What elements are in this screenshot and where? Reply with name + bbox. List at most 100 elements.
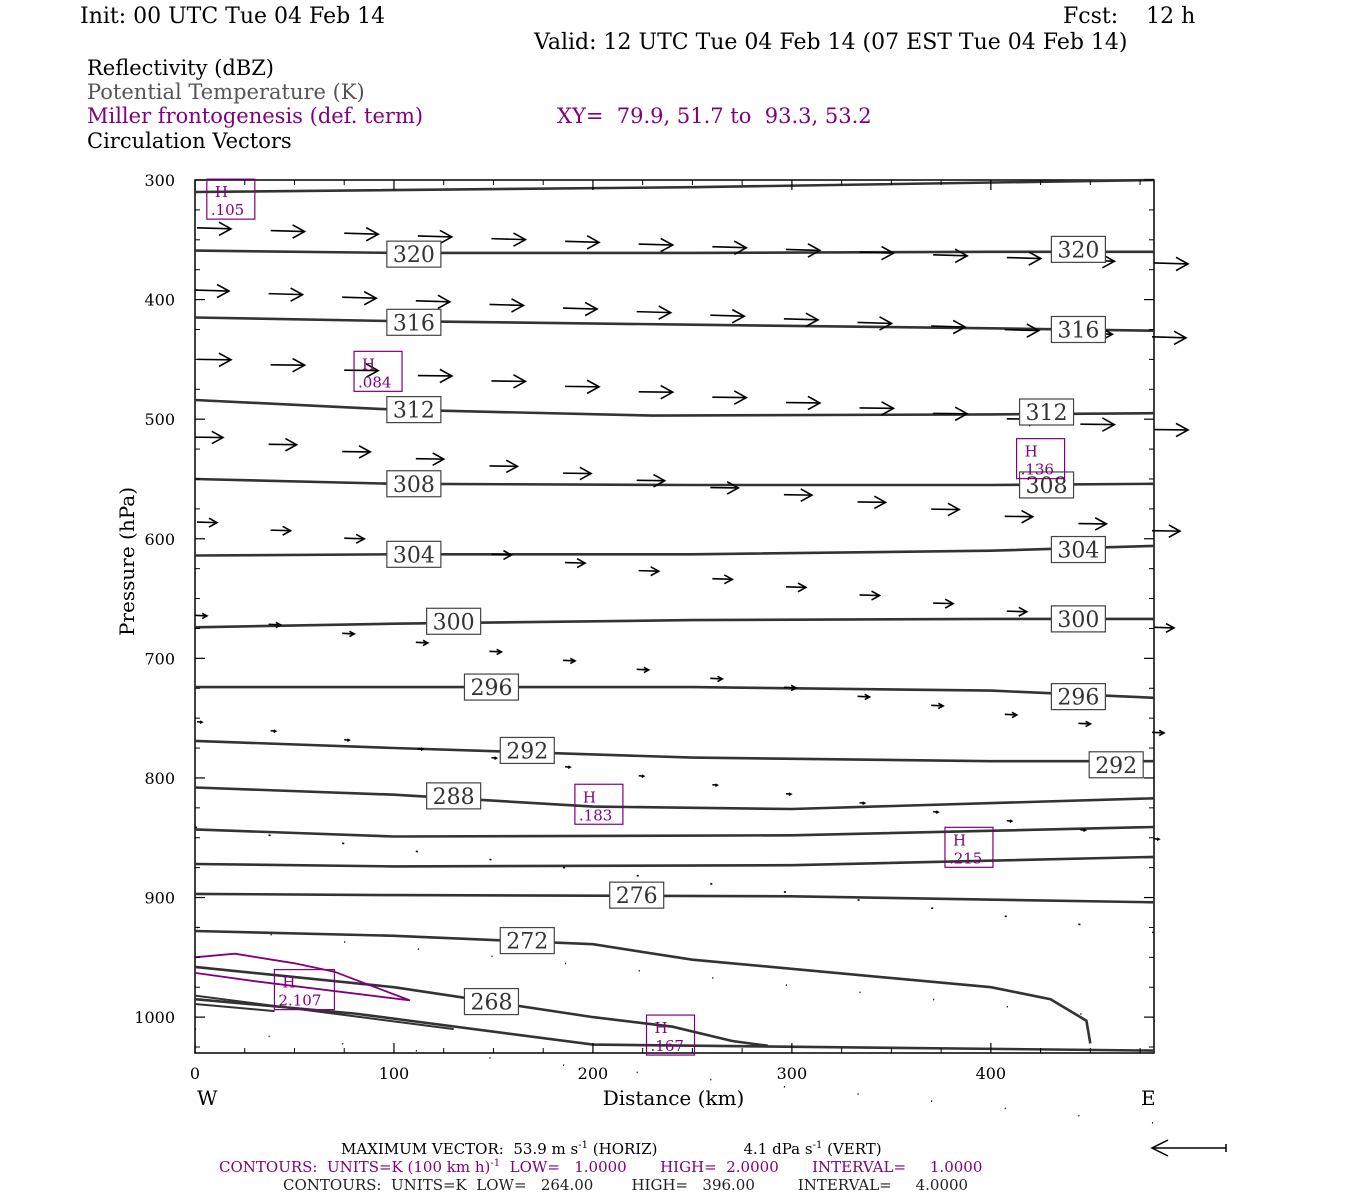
- circulation-vector: [194, 430, 225, 445]
- theta-label-box: [1088, 751, 1144, 779]
- vector-head: [873, 495, 888, 510]
- vector-head: [567, 765, 572, 769]
- x-tick-label: 100: [379, 1064, 410, 1083]
- circulation-vector: [933, 248, 969, 264]
- footer-theta-contours: CONTOURS: UNITS=K LOW= 264.00 HIGH= 396.…: [283, 1176, 969, 1194]
- vector-head: [365, 226, 380, 242]
- circulation-vector: [270, 729, 278, 733]
- max-label: H: [583, 788, 596, 806]
- vector-head: [290, 287, 305, 302]
- circulation-vector: [1154, 422, 1190, 438]
- theta-label: 312: [393, 399, 435, 424]
- circulation-vector: [268, 287, 305, 302]
- circulation-vector: [489, 298, 526, 313]
- theta-label: 288: [433, 785, 475, 810]
- vector-head: [216, 283, 231, 299]
- vector-head: [1102, 417, 1117, 432]
- circulation-vector: [785, 792, 793, 796]
- circulation-vector: [712, 783, 719, 787]
- theta-label: 316: [393, 311, 435, 336]
- max-value: .105: [211, 201, 244, 219]
- theta-contour-284: [194, 825, 1155, 838]
- vector-shaft: [415, 641, 428, 644]
- max-label: H: [215, 183, 228, 201]
- vector-head: [788, 792, 793, 796]
- vector-head: [641, 774, 646, 778]
- vector-head: [358, 445, 372, 459]
- vector-head: [805, 312, 820, 328]
- vector-shaft: [638, 243, 673, 246]
- circulation-vector: [344, 533, 366, 544]
- circulation-vector: [563, 657, 577, 665]
- vector-head: [714, 783, 719, 787]
- theta-label-box: [1018, 398, 1075, 426]
- vector-shaft: [1004, 713, 1017, 716]
- max-vector-horiz: 53.9 m s: [513, 1140, 579, 1158]
- fronto-contours-units: CONTOURS: UNITS=K (100 km h): [219, 1158, 491, 1176]
- vector-head: [420, 747, 425, 751]
- circulation-vector: [859, 401, 896, 416]
- theta-label-box: [1050, 315, 1106, 344]
- theta-contour-288: [194, 786, 1155, 811]
- circulation-vector: [415, 639, 430, 647]
- vector-head: [355, 533, 366, 544]
- vector-head: [1175, 422, 1190, 438]
- circulation-vector: [933, 810, 940, 814]
- vector-shaft: [931, 704, 944, 707]
- vector-head: [505, 459, 520, 474]
- vector-head: [201, 612, 209, 620]
- circulation-vector: [783, 488, 814, 502]
- horiz-exp: -1: [578, 1140, 588, 1151]
- max-box: [353, 350, 403, 392]
- y-tick-label: 800: [144, 769, 175, 788]
- circulation-vector: [857, 693, 872, 701]
- vector-shaft: [1004, 328, 1039, 332]
- circulation-vector: [415, 452, 446, 466]
- circulation-vector: [859, 801, 867, 805]
- theta-label: 268: [470, 991, 512, 1016]
- vector-head: [1173, 330, 1188, 346]
- circulation-vector: [565, 765, 572, 769]
- vector-shaft: [712, 577, 733, 581]
- circulation-vector: [1004, 323, 1041, 338]
- circulation-vector: [565, 235, 601, 250]
- horiz-suffix: (HORIZ): [588, 1140, 658, 1158]
- vector-head: [503, 549, 514, 561]
- circulation-vector: [638, 237, 675, 253]
- circulation-vector: [344, 226, 380, 242]
- theta-label: 316: [1057, 318, 1099, 343]
- valid-time: Valid: 12 UTC Tue 04 Feb 14 (07 EST Tue …: [534, 30, 1128, 55]
- theta-contour-296: [195, 685, 1155, 700]
- vector-shaft: [196, 521, 218, 524]
- circulation-vector: [342, 445, 372, 459]
- theta-contour-280: [194, 855, 1155, 868]
- vector-shaft: [415, 300, 450, 303]
- vector-head: [731, 308, 746, 324]
- circulation-vector: [194, 283, 231, 299]
- theta-label-box: [1050, 235, 1106, 263]
- circulation-vector: [859, 245, 896, 261]
- vector-head: [584, 301, 599, 317]
- theta-label-box: [499, 736, 555, 765]
- vector-shaft: [712, 245, 747, 249]
- circulation-vector: [1151, 729, 1166, 737]
- vert-exp: -1: [812, 1140, 823, 1151]
- theta-label-box: [463, 987, 520, 1016]
- max-value: 2.107: [278, 992, 321, 1010]
- y-tick-label: 500: [144, 410, 175, 429]
- vector-shaft: [859, 594, 880, 597]
- vector-head: [349, 630, 356, 638]
- vector-head: [363, 290, 378, 306]
- circulation-vector: [1006, 819, 1014, 823]
- vector-head: [275, 621, 283, 629]
- vector-shaft: [931, 325, 966, 328]
- circulation-vector: [857, 495, 888, 510]
- vector-shaft: [194, 614, 208, 617]
- vector-shaft: [270, 529, 291, 532]
- legend-frontogenesis: Miller frontogenesis (def. term): [87, 104, 424, 128]
- vector-head: [1175, 256, 1190, 272]
- vector-head: [1028, 251, 1043, 266]
- vector-head: [797, 582, 808, 593]
